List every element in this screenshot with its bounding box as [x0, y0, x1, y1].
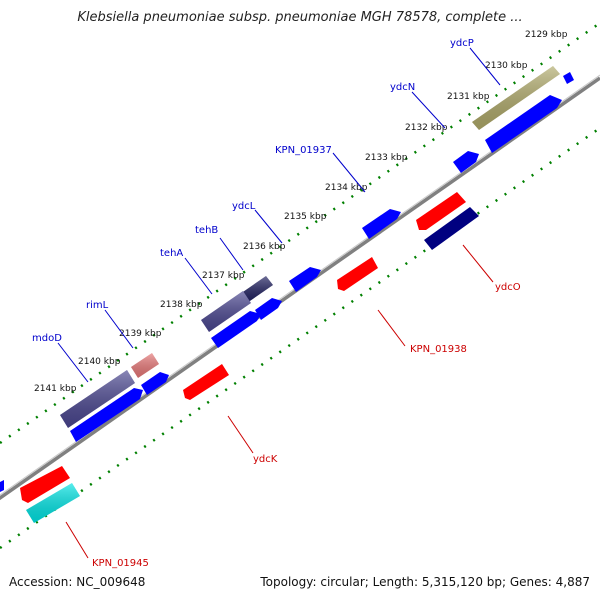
label-KPN-01945[interactable]: KPN_01945	[92, 558, 149, 569]
inner-tick-ruler	[0, 126, 600, 550]
tick-label-2131: 2131 kbp	[447, 92, 490, 102]
gene-ydcN-forward[interactable]	[485, 95, 562, 153]
tick-label-2140: 2140 kbp	[78, 357, 121, 367]
label-tehB[interactable]: tehB	[195, 225, 218, 236]
label-KPN-01937[interactable]: KPN_01937	[275, 145, 332, 156]
gene-forward-top-arrow[interactable]	[563, 72, 574, 84]
gene-KPN-01938[interactable]	[337, 257, 378, 291]
gene-ydcL[interactable]	[362, 209, 401, 239]
tick-label-2141: 2141 kbp	[34, 384, 77, 394]
tick-label-2129: 2129 kbp	[525, 30, 568, 40]
gene-KPN-01945[interactable]	[20, 466, 70, 503]
tick-label-2135: 2135 kbp	[284, 212, 327, 222]
tick-label-2137: 2137 kbp	[202, 271, 245, 281]
gene-pink[interactable]	[131, 353, 159, 378]
gene-ydcO-dark[interactable]	[424, 207, 479, 250]
label-ydcL[interactable]: ydcL	[232, 201, 256, 212]
tick-label-2130: 2130 kbp	[485, 61, 528, 71]
gene-rimL-forward[interactable]	[211, 311, 261, 348]
label-KPN-01938[interactable]: KPN_01938	[410, 344, 467, 355]
gene-mdoD-forward[interactable]	[70, 388, 143, 442]
gene-ydcK[interactable]	[183, 364, 229, 400]
topology-label: Topology: circular; Length: 5,315,120 bp…	[260, 575, 590, 589]
label-mdoD[interactable]: mdoD	[32, 333, 62, 344]
label-tehA[interactable]: tehA	[160, 248, 183, 259]
label-ydcP[interactable]: ydcP	[450, 38, 474, 49]
label-ydcO[interactable]: ydcO	[495, 282, 521, 293]
tick-label-2139: 2139 kbp	[119, 329, 162, 339]
tick-label-2132: 2132 kbp	[405, 123, 448, 133]
gene-left-edge-forward[interactable]	[0, 480, 4, 492]
label-rimL[interactable]: rimL	[86, 300, 109, 311]
map-title: Klebsiella pneumoniae subsp. pneumoniae …	[77, 10, 523, 25]
tick-label-2138: 2138 kbp	[160, 300, 203, 310]
gene-cyan[interactable]	[26, 483, 80, 523]
label-ydcN[interactable]: ydcN	[390, 82, 415, 93]
tick-label-2134: 2134 kbp	[325, 183, 368, 193]
gene-ydcO[interactable]	[416, 192, 466, 230]
tick-label-2136: 2136 kbp	[243, 242, 286, 252]
gene-ydcP[interactable]	[472, 66, 560, 130]
reverse-callout-lines	[65, 244, 494, 559]
tick-label-2133: 2133 kbp	[365, 153, 408, 163]
gene-tehB[interactable]	[289, 267, 321, 292]
outer-tick-ruler	[0, 21, 600, 445]
gene-KPN-01937[interactable]	[453, 151, 479, 173]
gene-tehB-small[interactable]	[255, 298, 282, 320]
gene-tehA-group[interactable]	[240, 276, 273, 303]
label-ydcK[interactable]: ydcK	[253, 454, 278, 465]
gene-rimL[interactable]	[201, 291, 251, 332]
genome-backbone	[0, 76, 600, 501]
gene-mdoD[interactable]	[60, 370, 135, 428]
accession-label: Accession: NC_009648	[9, 575, 146, 589]
gene-small-forward[interactable]	[141, 372, 169, 395]
forward-callout-lines	[57, 47, 501, 383]
